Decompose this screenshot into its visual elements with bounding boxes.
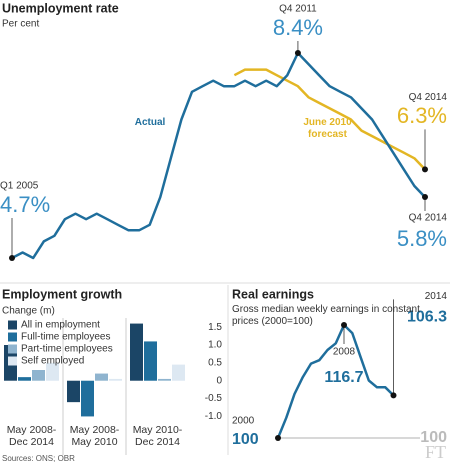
legend-swatch: [8, 332, 17, 342]
bar: [95, 373, 108, 381]
chart-title: Employment growth: [2, 287, 122, 301]
bar: [18, 377, 31, 381]
y-tick-label: 0.5: [208, 357, 222, 368]
point: [341, 322, 347, 328]
legend-label: Self employed: [21, 356, 84, 367]
category-label: Q4 2014: [409, 213, 448, 224]
legend-swatch: [8, 344, 17, 354]
y-tick-label: 1.0: [208, 340, 222, 351]
line: [276, 323, 395, 439]
legend-swatch: [8, 320, 17, 330]
series-label: Actual: [134, 117, 166, 128]
line: [11, 51, 426, 260]
point: [9, 255, 15, 261]
chart-title: Unemployment rate: [2, 1, 119, 15]
point: [390, 392, 397, 399]
value-label: 8.4%: [273, 15, 323, 40]
value-label: 116.7: [324, 369, 363, 386]
value-label: 6.3%: [397, 103, 447, 128]
bar: [32, 370, 45, 381]
bar: [81, 380, 94, 417]
value-label: 100: [232, 431, 259, 448]
reference-label: 100: [420, 429, 447, 446]
series-label: June 2010 forecast: [303, 117, 352, 140]
category-label: 2008: [333, 347, 356, 358]
legend-label: Full-time employees: [21, 332, 110, 343]
category-label: 2000: [232, 416, 255, 427]
logo: FT: [425, 442, 446, 462]
chart-subtitle: Gross median weekly earnings in constant…: [232, 304, 420, 327]
bar: [144, 341, 157, 381]
legend-label: All in employment: [21, 320, 100, 331]
y-tick-label: -0.5: [205, 393, 223, 404]
value-label: 5.8%: [397, 226, 447, 251]
value-label: 4.7%: [0, 192, 50, 217]
category-label: Q4 2011: [279, 4, 317, 15]
y-tick-label: 1.5: [208, 322, 222, 333]
point: [422, 166, 428, 173]
bar: [130, 323, 143, 381]
chart-title: Real earnings: [232, 287, 314, 301]
bar: [109, 378, 122, 381]
legend-label: Part-time employees: [21, 344, 113, 355]
point: [422, 194, 428, 201]
x-tick-label: May 2008-Dec 2014: [6, 424, 57, 448]
y-axis-label: Change (m): [2, 306, 55, 317]
y-tick-label: 0: [216, 375, 222, 386]
category-label: 2014: [425, 291, 448, 302]
line: [233, 68, 426, 171]
legend-swatch: [8, 356, 17, 366]
value-label: 106.3: [407, 309, 447, 326]
bar: [158, 378, 171, 381]
chart-subtitle: Per cent: [2, 19, 39, 30]
category-label: Q1 2005: [0, 181, 39, 192]
point: [275, 435, 281, 441]
point: [294, 50, 301, 56]
bar: [46, 362, 59, 381]
y-tick-label: -1.0: [205, 411, 223, 422]
x-tick-label: May 2008-May 2010: [69, 424, 120, 448]
bar: [172, 364, 185, 381]
source: Sources: ONS; OBR: [2, 454, 75, 463]
category-label: Q4 2014: [409, 92, 448, 103]
bar: [67, 380, 80, 403]
x-tick-label: May 2010-Dec 2014: [132, 424, 183, 448]
